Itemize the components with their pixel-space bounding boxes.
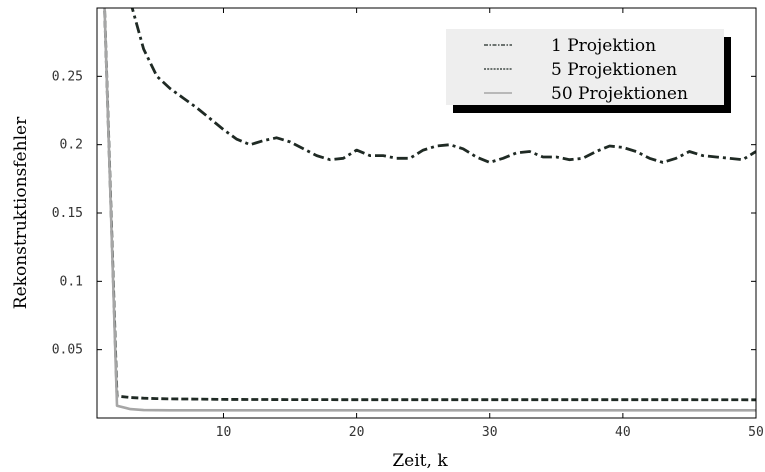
series-layer: [103, 8, 756, 412]
legend-label: 5 Projektionen: [551, 60, 677, 80]
y-tick-label: 0.1: [60, 274, 83, 289]
legend-label: 1 Projektion: [551, 36, 656, 56]
y-tick-label: 0.2: [60, 138, 83, 153]
x-tick-label: 10: [216, 425, 232, 440]
legend-label: 50 Projektionen: [551, 84, 688, 104]
x-tick-label: 20: [349, 425, 365, 440]
series-line-1-projektion: [130, 8, 756, 164]
series-line-50-projektionen: [103, 8, 756, 412]
y-tick-label: 0.15: [52, 206, 83, 221]
legend-entries: 1 Projektion 5 Projektionen 50 Projektione…: [484, 36, 688, 104]
y-tick-label: 0.25: [52, 69, 83, 84]
x-tick-label: 30: [482, 425, 498, 440]
x-axis: 10 20 30 40 50: [216, 8, 764, 440]
x-tick-label: 40: [615, 425, 631, 440]
y-tick-label: 0.05: [52, 343, 83, 358]
x-axis-label: Zeit, k: [392, 451, 448, 471]
series-line-5-projektionen: [103, 8, 756, 402]
y-axis-label: Rekonstruktionsfehler: [11, 116, 31, 309]
legend: 1 Projektion 5 Projektionen 50 Projektione…: [446, 29, 731, 113]
x-tick-label: 50: [748, 425, 764, 440]
y-axis: 0.05 0.1 0.15 0.2 0.25: [52, 69, 756, 358]
